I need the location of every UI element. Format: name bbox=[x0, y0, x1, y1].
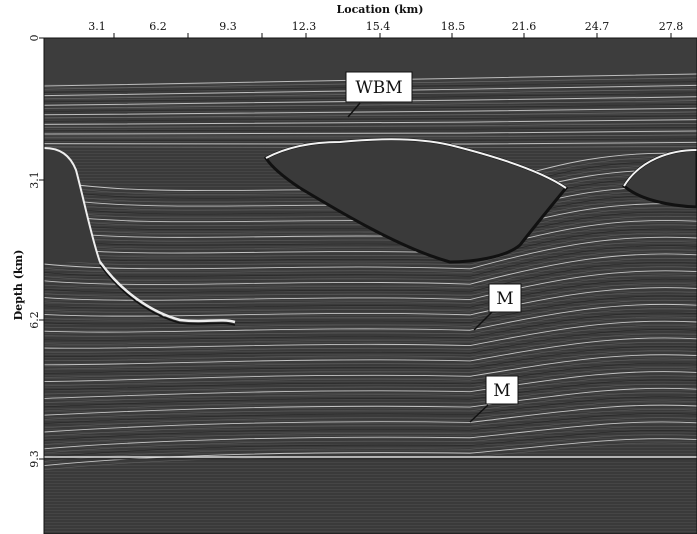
y-axis-tick-labels: 0 3.1 6.2 9.3 bbox=[28, 35, 41, 468]
reflector-line bbox=[44, 316, 697, 345]
reflector-line bbox=[44, 270, 697, 301]
reflector-line bbox=[44, 341, 697, 370]
x-axis-ticks bbox=[113, 33, 672, 38]
reflector-line bbox=[44, 354, 697, 383]
x-tick-label: 3.1 bbox=[88, 20, 106, 33]
x-axis-title: Location (km) bbox=[337, 3, 424, 16]
reflector-line bbox=[44, 404, 697, 433]
top-of-salt-reflector bbox=[265, 138, 567, 189]
reflector-line bbox=[44, 379, 697, 408]
x-tick-label: 6.2 bbox=[149, 20, 167, 33]
reflector-line bbox=[44, 417, 697, 445]
y-axis-ticks bbox=[39, 37, 44, 460]
reflector-line bbox=[44, 329, 697, 357]
reflector-line bbox=[44, 266, 697, 297]
reflector-line bbox=[44, 308, 697, 337]
reflector-line bbox=[44, 371, 697, 399]
x-tick-label: 24.7 bbox=[585, 20, 610, 33]
reflector-line bbox=[44, 303, 697, 333]
annotation-box bbox=[345, 71, 413, 103]
reflector-line bbox=[44, 350, 697, 378]
reflector-line bbox=[44, 346, 697, 374]
reflector-line bbox=[44, 400, 697, 429]
reflector-line bbox=[44, 228, 697, 262]
x-tick-label: 27.8 bbox=[659, 20, 684, 33]
reflector-line bbox=[44, 325, 697, 353]
reflector-line bbox=[44, 295, 697, 325]
plot-frame bbox=[43, 37, 697, 534]
minibasin-base-reflector bbox=[98, 261, 236, 324]
reflector-line bbox=[44, 320, 697, 349]
reflector-line bbox=[44, 434, 697, 462]
salt-body-left bbox=[44, 148, 100, 262]
reflector-line bbox=[44, 421, 697, 450]
annotation-m-upper: M bbox=[473, 283, 522, 331]
reflector-line bbox=[44, 257, 697, 289]
reflector-line bbox=[44, 358, 697, 387]
reflector-line bbox=[44, 337, 697, 366]
reflector-line bbox=[44, 249, 697, 281]
reflector-line bbox=[44, 409, 697, 437]
y-tick-label: 9.3 bbox=[28, 450, 41, 468]
y-axis-title: Depth (km) bbox=[12, 250, 25, 321]
reflector-line bbox=[44, 387, 697, 416]
annotation-box bbox=[485, 375, 519, 405]
x-tick-label: 21.6 bbox=[512, 20, 537, 33]
y-tick-label: 0 bbox=[28, 35, 41, 42]
reflector-line bbox=[44, 104, 697, 112]
x-tick-label: 12.3 bbox=[292, 20, 317, 33]
annotation-box bbox=[488, 283, 522, 313]
salt-left-reflector bbox=[44, 147, 101, 263]
annotation-pointer bbox=[347, 102, 361, 118]
seismic-image bbox=[44, 38, 697, 534]
annotation-label: M bbox=[493, 381, 510, 401]
reflector-line bbox=[44, 232, 697, 266]
reflector-line bbox=[44, 375, 697, 403]
reflector-line bbox=[44, 126, 697, 132]
reflector-line bbox=[44, 283, 697, 313]
reflector-line bbox=[44, 123, 697, 128]
reflector-line bbox=[44, 291, 697, 321]
reflector-line bbox=[44, 115, 697, 122]
reflector-line bbox=[44, 274, 697, 305]
reflector-line bbox=[44, 396, 697, 424]
reflector-line bbox=[44, 241, 697, 273]
reflector-line bbox=[44, 253, 697, 285]
x-tick-label: 18.5 bbox=[441, 20, 466, 33]
reflector-line bbox=[44, 430, 697, 458]
reflector-line bbox=[44, 425, 697, 454]
annotation-label: M bbox=[496, 289, 513, 309]
salt-right-top-reflector bbox=[623, 149, 697, 187]
reflector-line bbox=[44, 119, 697, 125]
reflector-line bbox=[44, 299, 697, 329]
reflector-line bbox=[44, 111, 697, 119]
annotation-pointer bbox=[473, 311, 493, 331]
reflector-line bbox=[44, 236, 697, 270]
reflector-line bbox=[44, 367, 697, 395]
annotation-wbm: WBM bbox=[345, 71, 413, 118]
reflector-line bbox=[44, 383, 697, 412]
reflector-line bbox=[44, 262, 697, 293]
reflector-line bbox=[44, 413, 697, 441]
reflector-line bbox=[44, 333, 697, 361]
y-tick-label: 3.1 bbox=[28, 171, 41, 189]
reflector-line bbox=[44, 438, 697, 467]
reflector-line bbox=[44, 278, 697, 309]
x-tick-label: 9.3 bbox=[219, 20, 237, 33]
reflector-line bbox=[44, 392, 697, 420]
reflector-line bbox=[44, 107, 697, 116]
reflector-line bbox=[44, 245, 697, 277]
x-tick-label: 15.4 bbox=[366, 20, 391, 33]
annotation-m-lower: M bbox=[469, 375, 519, 423]
annotation-label: WBM bbox=[355, 78, 402, 98]
reflector-line bbox=[44, 100, 697, 109]
x-axis-tick-labels: 3.1 6.2 9.3 12.3 15.4 18.5 21.6 24.7 27.… bbox=[88, 20, 683, 33]
y-tick-label: 6.2 bbox=[28, 311, 41, 329]
reflector-line bbox=[44, 287, 697, 317]
reflector-line bbox=[44, 312, 697, 341]
reflector-line bbox=[44, 362, 697, 391]
annotation-pointer bbox=[469, 404, 489, 423]
reflector-line bbox=[44, 130, 697, 135]
